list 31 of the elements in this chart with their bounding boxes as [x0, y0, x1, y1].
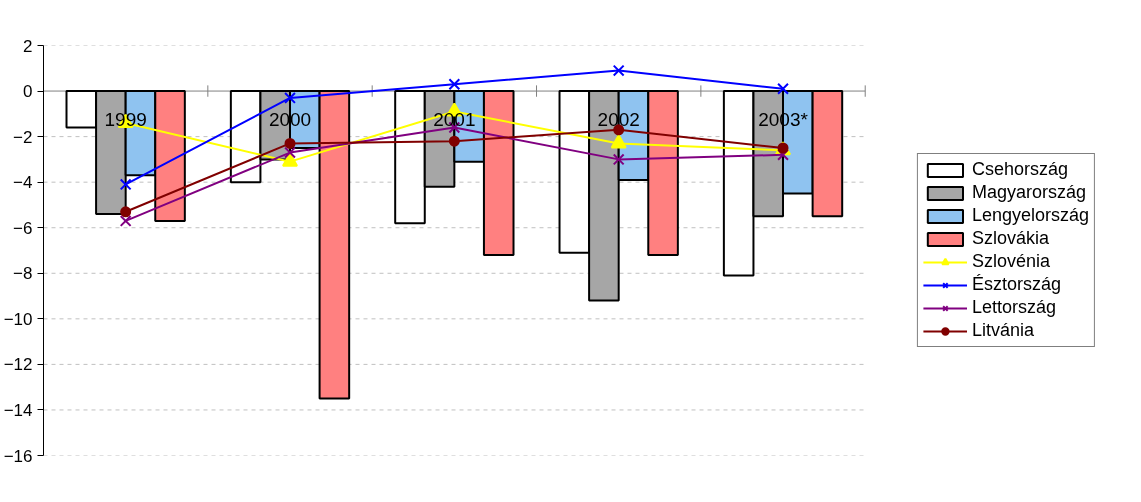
point: [612, 153, 625, 166]
y-tick-label: −2: [13, 127, 33, 147]
y-tick-label: −14: [3, 400, 33, 420]
y-tick-label: 2: [23, 36, 33, 56]
point: [448, 78, 461, 91]
legend-label: Lengyelország: [971, 205, 1089, 226]
point: [120, 206, 132, 218]
y-tick-label: −4: [13, 173, 33, 193]
point: [284, 137, 296, 149]
y-tick-label: −12: [3, 355, 33, 375]
legend-label: Litvánia: [971, 320, 1034, 341]
legend-label: Magyarország: [971, 182, 1086, 203]
point: [119, 178, 132, 191]
legend-label: Szlovákia: [971, 228, 1049, 249]
point: [448, 135, 460, 147]
legend-label: Észtország: [971, 274, 1061, 295]
y-tick-label: −8: [13, 264, 33, 284]
point: [612, 64, 625, 77]
legend-label: Lettország: [971, 297, 1056, 318]
point: [284, 91, 296, 104]
point: [610, 134, 627, 149]
legend-label: Szlovénia: [971, 251, 1050, 272]
point: [119, 214, 132, 227]
y-tick-label: −10: [3, 309, 33, 329]
point: [777, 82, 789, 95]
y-tick-label: −16: [3, 446, 33, 466]
point: [284, 146, 296, 159]
y-tick-label: −6: [13, 218, 33, 238]
y-tick-label: 0: [23, 82, 33, 102]
legend-label: Csehország: [971, 159, 1068, 180]
point: [282, 152, 299, 167]
